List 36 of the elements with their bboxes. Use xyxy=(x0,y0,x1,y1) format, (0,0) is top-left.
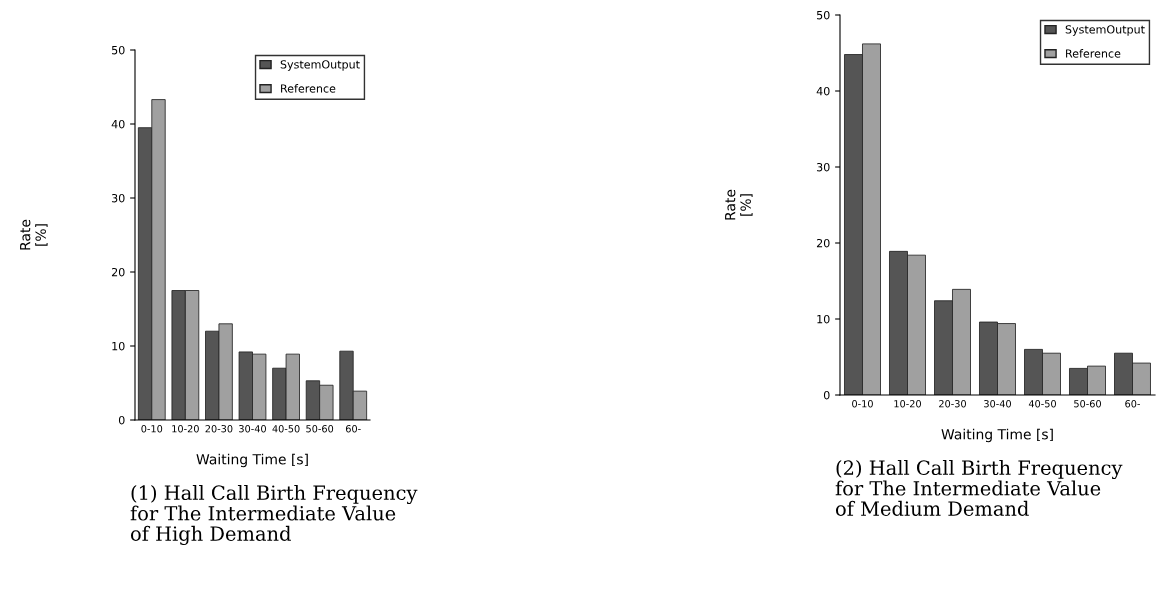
x-tick-label: 50-60 xyxy=(1074,400,1101,408)
x-axis-title: Waiting Time [s] xyxy=(196,453,308,468)
y-tick-label: 30 xyxy=(816,162,830,172)
y-tick-label: 30 xyxy=(111,193,125,203)
x-tick-label: 10-20 xyxy=(172,425,199,433)
text: (2) Hall Call Birth Frequency for The Intermediate Value of Medium Demand xyxy=(835,460,1123,516)
legend-label: SystemOutput xyxy=(1065,25,1145,36)
y-tick-label: 20 xyxy=(111,267,125,277)
x-tick-label: 50-60 xyxy=(306,425,334,433)
y-tick-label: 50 xyxy=(112,45,125,55)
y-tick-label: 10 xyxy=(112,341,125,351)
x-tick-label: 60- xyxy=(1125,400,1140,408)
y-axis-title: Rate [%] xyxy=(725,189,753,220)
y-tick-label: 40 xyxy=(816,86,830,96)
y-axis-title: Rate [%] xyxy=(20,219,48,250)
x-tick-label: 60- xyxy=(345,425,361,433)
x-tick-label: 30-40 xyxy=(239,425,266,433)
legend-label: SystemOutput xyxy=(280,60,360,71)
x-tick-label: 0-10 xyxy=(141,425,163,433)
text: (1) Hall Call Birth Frequency for The Intermediate Value of High Demand xyxy=(130,485,418,545)
x-tick-label: 40-50 xyxy=(272,425,300,433)
x-axis-title: Waiting Time [s] xyxy=(941,428,1053,443)
x-tick-label: 10-20 xyxy=(894,400,921,408)
y-tick-label: 0 xyxy=(823,390,830,400)
y-tick-label: 20 xyxy=(816,238,830,248)
x-tick-label: 0-10 xyxy=(852,400,873,408)
legend-label: Reference xyxy=(281,84,336,93)
y-tick-label: 50 xyxy=(817,10,830,20)
y-tick-label: 40 xyxy=(111,119,125,129)
x-tick-label: 30-40 xyxy=(984,400,1011,408)
x-tick-label: 40-50 xyxy=(1028,400,1056,408)
y-tick-label: 10 xyxy=(817,314,830,324)
x-tick-label: 20-30 xyxy=(205,425,233,433)
x-tick-label: 20-30 xyxy=(939,400,966,408)
legend-label: Reference xyxy=(1066,49,1121,58)
y-tick-label: 0 xyxy=(118,415,125,425)
